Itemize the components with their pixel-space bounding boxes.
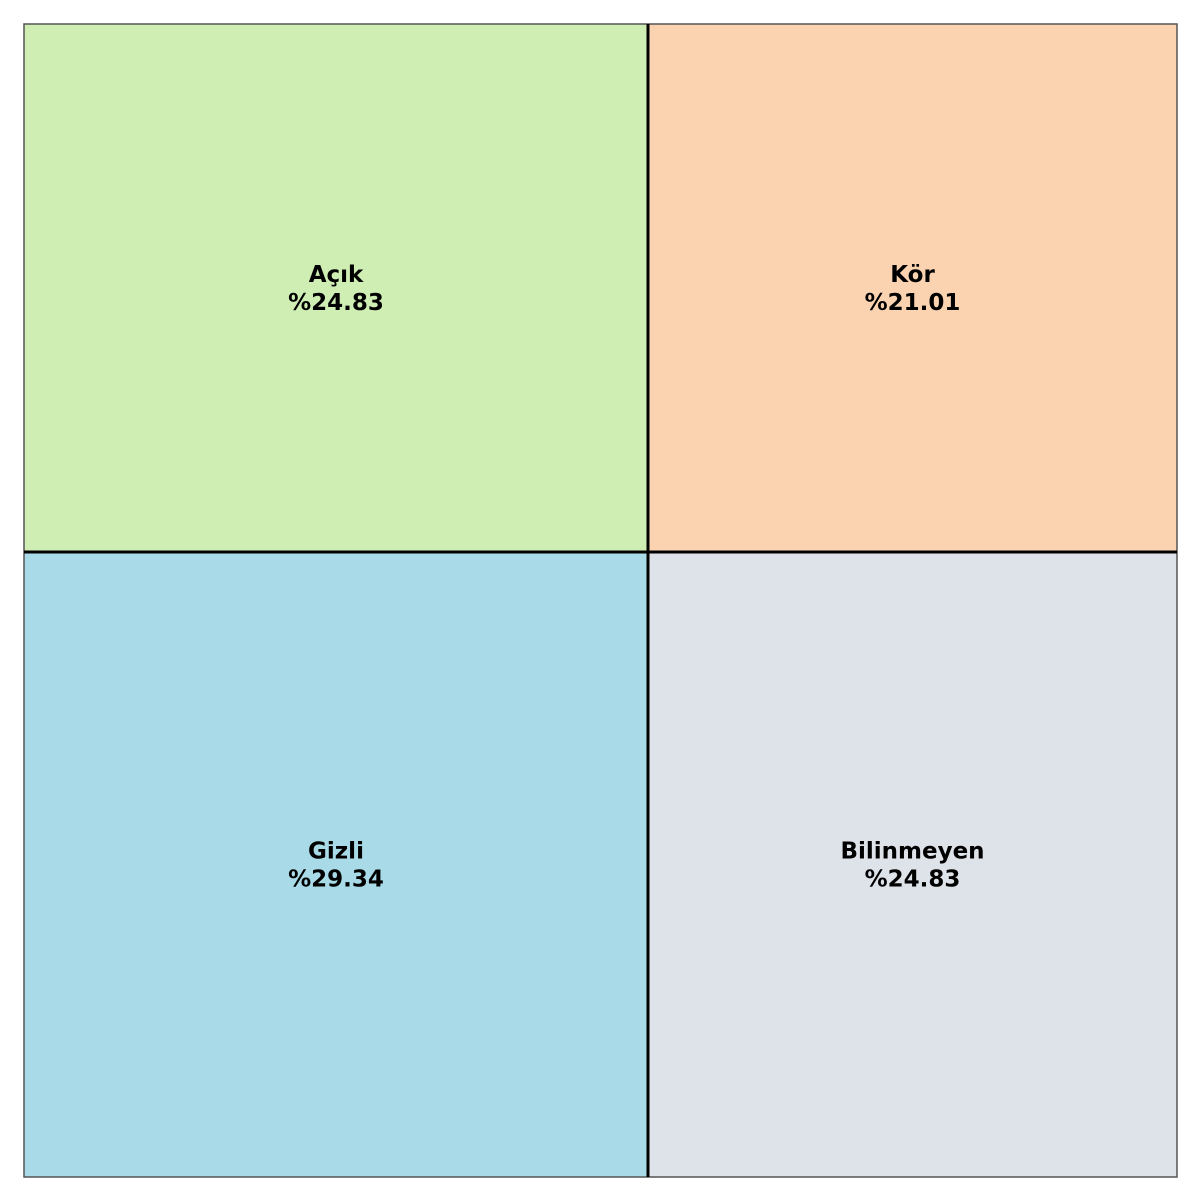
chart-frame: [23, 23, 1178, 1178]
quadrant-label-kor: Kör: [890, 262, 935, 288]
quadrant-value-bilinmeyen: %24.83: [865, 867, 961, 893]
quadrant-value-gizli: %29.34: [288, 867, 384, 893]
quadrant-acik: [24, 24, 648, 552]
quadrant-gizli: [24, 552, 648, 1177]
quadrant-value-acik: %24.83: [288, 290, 384, 316]
quadrant-value-kor: %21.01: [865, 290, 961, 316]
quadrant-label-acik: Açık: [309, 262, 364, 288]
quadrant-label-gizli: Gizli: [308, 839, 364, 865]
quadrant-bilinmeyen: [648, 552, 1177, 1177]
quadrant-label-bilinmeyen: Bilinmeyen: [840, 839, 984, 865]
quadrant-kor: [648, 24, 1177, 552]
